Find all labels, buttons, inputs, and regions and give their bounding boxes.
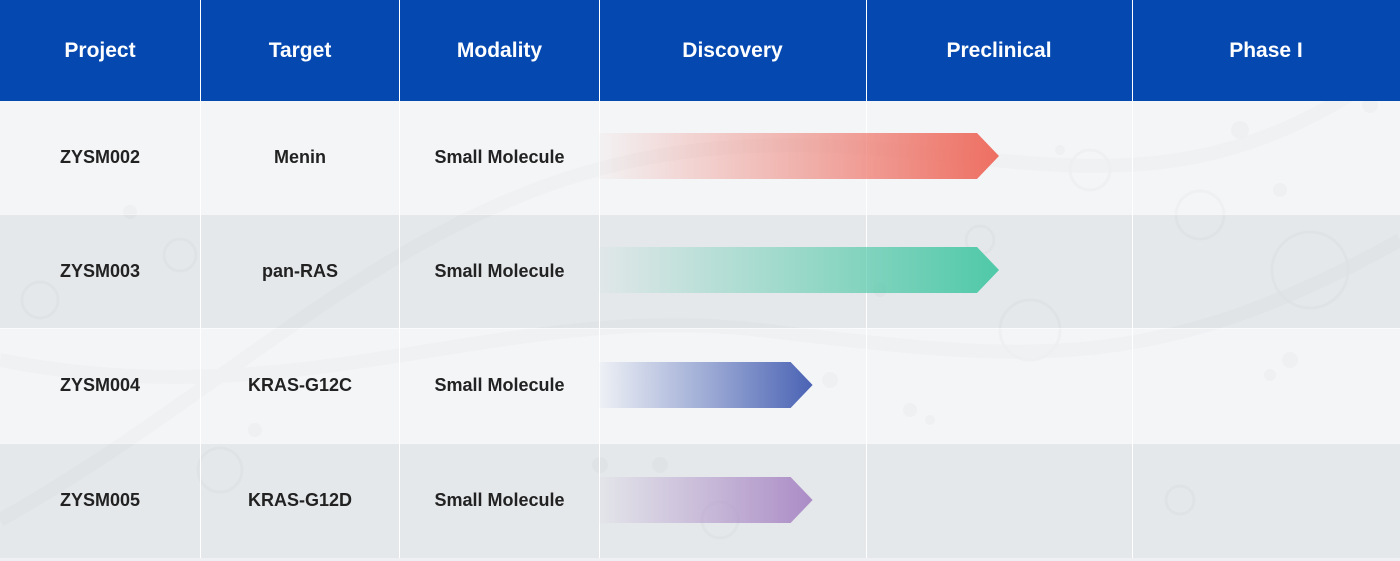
header-project: Project xyxy=(0,0,200,101)
column-divider xyxy=(399,0,400,558)
row-divider xyxy=(0,443,1400,444)
project-cell: ZYSM004 xyxy=(59,375,141,395)
modality-cell: Small Molecule xyxy=(434,375,565,395)
progress-bar-zysm005 xyxy=(599,477,813,523)
progress-bar-zysm003 xyxy=(599,247,999,293)
target-cell: KRAS-G12C xyxy=(247,375,353,395)
modality-cell: Small Molecule xyxy=(434,260,565,281)
project-cell: ZYSM002 xyxy=(59,147,141,167)
progress-bar-zysm002 xyxy=(599,133,999,179)
header-modality: Modality xyxy=(400,0,599,101)
modality-cell: Small Molecule xyxy=(434,147,565,167)
project-cell: ZYSM005 xyxy=(59,490,141,510)
column-divider xyxy=(1132,0,1133,558)
target-cell: KRAS-G12D xyxy=(247,490,353,510)
row-divider xyxy=(0,214,1400,215)
header-discovery: Discovery xyxy=(599,0,866,101)
header-phase1: Phase I xyxy=(1132,0,1400,101)
row-divider xyxy=(0,328,1400,329)
target-cell: pan-RAS xyxy=(262,260,338,281)
progress-bar-zysm004 xyxy=(599,362,813,408)
header-target: Target xyxy=(200,0,400,101)
modality-cell: Small Molecule xyxy=(434,490,565,510)
target-cell: Menin xyxy=(274,147,326,167)
project-cell: ZYSM003 xyxy=(59,260,141,281)
header-preclinical: Preclinical xyxy=(866,0,1132,101)
column-divider xyxy=(200,0,201,558)
